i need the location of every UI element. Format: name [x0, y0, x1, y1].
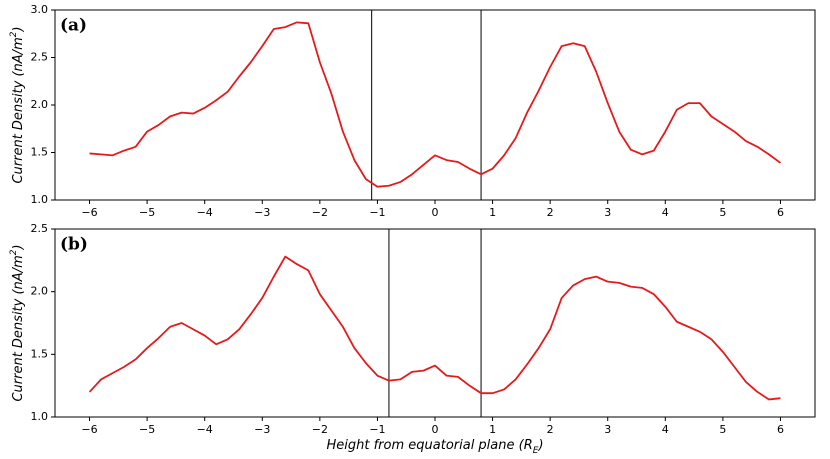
panel-label: (b) [60, 235, 88, 255]
x-tick-label: −5 [139, 423, 155, 436]
x-tick-label: 2 [547, 206, 554, 219]
y-axis-label: Current Density (nA/m2) [9, 26, 26, 183]
x-tick-label: 2 [547, 423, 554, 436]
axes-frame [54, 9, 816, 201]
axes-frame [54, 228, 816, 418]
x-tick-label: −4 [197, 206, 213, 219]
y-tick-label: 3.0 [31, 3, 49, 16]
x-tick-label: −1 [369, 206, 385, 219]
y-tick-label: 1.5 [31, 146, 49, 159]
x-tick-label: 5 [719, 206, 726, 219]
x-tick-label: 0 [432, 423, 439, 436]
y-tick-label: 2.5 [31, 222, 49, 235]
x-tick-label: 0 [432, 206, 439, 219]
y-axis-label: Current Density (nA/m2) [9, 244, 26, 401]
x-tick-label: 1 [489, 206, 496, 219]
x-tick-label: 5 [719, 423, 726, 436]
x-tick-label: 4 [662, 423, 669, 436]
y-tick-label: 1.0 [31, 410, 49, 423]
data-line [88, 255, 781, 401]
y-tick-label: 2.5 [31, 51, 49, 64]
x-tick-label: 6 [777, 423, 784, 436]
x-axis-label: Height from equatorial plane (RE) [326, 438, 543, 456]
x-tick-label: −5 [139, 206, 155, 219]
y-tick-label: 2.0 [31, 285, 49, 298]
x-tick-label: −6 [81, 206, 97, 219]
panel-label: (a) [60, 16, 87, 36]
x-tick-label: −1 [369, 423, 385, 436]
y-tick-label: 1.0 [31, 193, 49, 206]
x-tick-label: 4 [662, 206, 669, 219]
x-tick-label: −6 [81, 423, 97, 436]
x-tick-label: 1 [489, 423, 496, 436]
y-tick-label: 1.5 [31, 347, 49, 360]
x-tick-label: −3 [254, 423, 270, 436]
y-tick-label: 2.0 [31, 98, 49, 111]
x-tick-label: −2 [312, 206, 328, 219]
x-tick-label: 6 [777, 206, 784, 219]
x-tick-label: −4 [197, 423, 213, 436]
x-tick-label: −3 [254, 206, 270, 219]
data-line [89, 21, 781, 188]
x-tick-label: 3 [604, 423, 611, 436]
x-tick-label: 3 [604, 206, 611, 219]
x-tick-label: −2 [312, 423, 328, 436]
